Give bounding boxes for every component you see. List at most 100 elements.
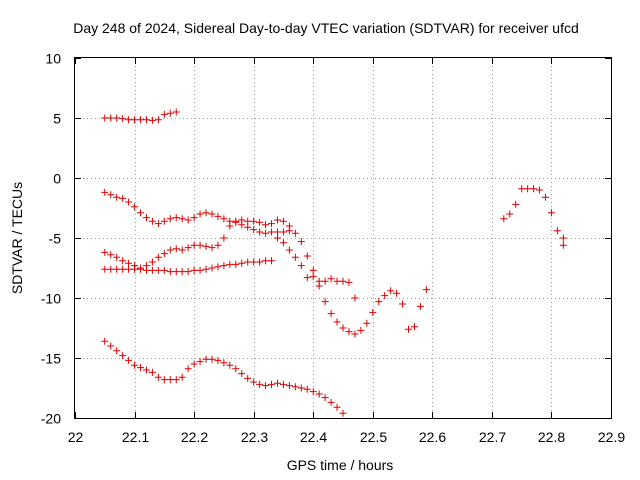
data-point (137, 116, 145, 124)
data-point (351, 294, 359, 302)
data-point (119, 194, 127, 202)
data-point (559, 234, 567, 242)
data-point (137, 364, 145, 372)
x-tick-labels: 22 22.1 22.2 22.3 22.4 22.5 22.6 22.7 22.8 22.9 (68, 429, 626, 445)
data-point (297, 384, 305, 392)
data-point (291, 383, 299, 391)
data-point (208, 210, 216, 218)
data-point (273, 379, 281, 387)
data-point (172, 245, 180, 253)
data-point (196, 241, 204, 249)
y-tick-label: 5 (53, 111, 61, 127)
data-point (113, 114, 121, 122)
data-point (226, 361, 234, 369)
data-point (553, 227, 561, 235)
data-point (107, 114, 115, 122)
data-point (119, 265, 127, 273)
data-point (113, 193, 121, 201)
data-point (113, 253, 121, 261)
data-point (184, 244, 192, 252)
data-point (226, 260, 234, 268)
data-point (202, 265, 210, 273)
data-point (250, 226, 258, 234)
data-point (160, 110, 168, 118)
x-tick-label: 22.5 (360, 429, 387, 445)
data-point (333, 277, 341, 285)
data-point (232, 217, 240, 225)
data-point (202, 209, 210, 217)
data-point (524, 185, 532, 193)
y-axis-label: SDTVAR / TECUs (9, 182, 25, 294)
data-point (285, 222, 293, 230)
data-point (107, 265, 115, 273)
data-point (107, 251, 115, 259)
data-point (119, 115, 127, 123)
data-point (137, 265, 145, 273)
x-tick-label: 22.8 (538, 429, 565, 445)
axis-ticks (75, 58, 612, 419)
data-point (256, 258, 264, 266)
data-point (166, 376, 174, 384)
x-tick-label: 22.2 (181, 429, 208, 445)
data-point (530, 185, 538, 193)
data-point (148, 217, 156, 225)
data-point (512, 200, 520, 208)
data-point (279, 217, 287, 225)
data-point (268, 220, 276, 228)
data-point (107, 342, 115, 350)
plot-frame (74, 57, 612, 419)
data-point (244, 374, 252, 382)
data-point (262, 221, 270, 229)
data-point (381, 292, 389, 300)
data-point (142, 214, 150, 222)
data-point (536, 186, 544, 194)
y-tick-label: -20 (41, 411, 61, 427)
data-point (268, 228, 276, 236)
data-point (214, 212, 222, 220)
data-point (208, 244, 216, 252)
data-point (410, 323, 418, 331)
data-point (125, 116, 133, 124)
data-point (166, 246, 174, 254)
data-point (202, 242, 210, 250)
data-point (232, 365, 240, 373)
data-point (131, 265, 139, 273)
data-point (500, 215, 508, 223)
x-axis-label: GPS time / hours (287, 457, 394, 473)
data-point (214, 241, 222, 249)
data-point (148, 258, 156, 266)
data-point (154, 116, 162, 124)
data-point (285, 382, 293, 390)
data-point (268, 380, 276, 388)
series-arc-middle (101, 216, 430, 338)
data-point (262, 257, 270, 265)
data-point (244, 217, 252, 225)
data-point (214, 356, 222, 364)
data-point (154, 253, 162, 261)
data-point (166, 215, 174, 223)
data-point (202, 355, 210, 363)
data-point (387, 287, 395, 295)
data-point (107, 191, 115, 199)
data-point (154, 220, 162, 228)
y-tick-label: 0 (53, 171, 61, 187)
data-point (131, 203, 139, 211)
y-tick-labels: 10 5 0 -5 -10 -15 -20 (41, 51, 61, 427)
chart-title: Day 248 of 2024, Sidereal Day-to-day VTE… (73, 20, 579, 36)
data-point (268, 257, 276, 265)
data-point (220, 262, 228, 270)
data-point (309, 272, 317, 280)
data-point (190, 214, 198, 222)
data-point (148, 368, 156, 376)
data-point (238, 370, 246, 378)
data-point (357, 326, 365, 334)
data-point (172, 214, 180, 222)
data-point (190, 241, 198, 249)
data-point (393, 289, 401, 297)
data-point (125, 198, 133, 206)
data-point (416, 302, 424, 310)
data-point (303, 385, 311, 393)
data-point (273, 216, 281, 224)
data-point (178, 268, 186, 276)
data-point (238, 216, 246, 224)
